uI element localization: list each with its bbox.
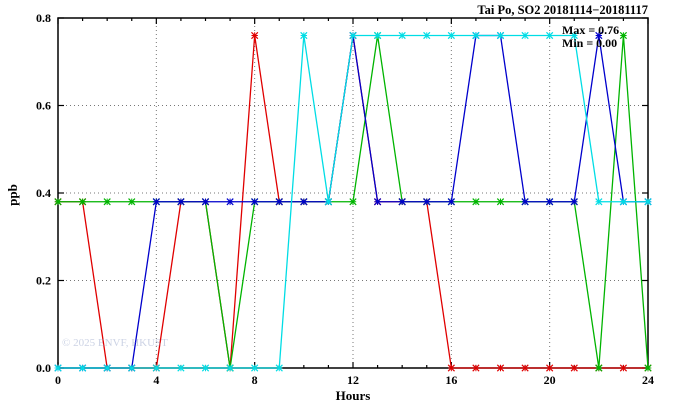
x-tick-label: 12 <box>347 373 359 387</box>
y-tick-label: 0.6 <box>36 99 51 113</box>
tick-labels: 0 4 8 12 16 20 24 0.0 0.2 0.4 0.6 0.8 <box>36 11 654 387</box>
y-tick-label: 0.2 <box>36 274 51 288</box>
x-tick-label: 24 <box>642 373 654 387</box>
max-min-annotation: Max = 0.76 Min = 0.00 <box>562 24 619 50</box>
y-tick-label: 0.8 <box>36 11 51 25</box>
y-axis-label: ppb <box>5 184 20 206</box>
min-value-label: Min = 0.00 <box>562 36 618 50</box>
x-tick-label: 20 <box>544 373 556 387</box>
y-tick-label: 0.4 <box>36 186 51 200</box>
x-tick-label: 16 <box>445 373 457 387</box>
x-tick-label: 8 <box>252 373 258 387</box>
watermark: © 2025 ENVF, HKUST <box>62 337 168 349</box>
y-tick-label: 0.0 <box>36 361 51 375</box>
max-value-label: Max = 0.76 <box>562 23 620 37</box>
x-tick-label: 0 <box>55 373 61 387</box>
x-axis-label: Hours <box>335 388 371 403</box>
chart-title: Tai Po, SO2 20181114−20181117 <box>477 3 648 17</box>
grid-lines <box>57 17 649 369</box>
cyan-series <box>54 31 652 372</box>
x-tick-label: 4 <box>153 373 159 387</box>
